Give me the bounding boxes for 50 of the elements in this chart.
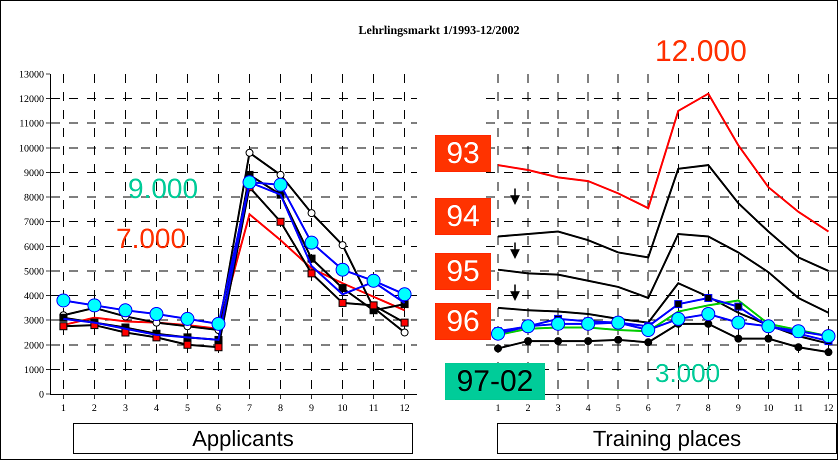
x-tick-label: 11 bbox=[368, 403, 378, 414]
text: Applicants bbox=[192, 426, 294, 451]
x-tick-label: 4 bbox=[154, 403, 159, 414]
chart-title: Lehrlingsmarkt 1/1993-12/2002 bbox=[358, 23, 520, 37]
x-tick-label: 1 bbox=[60, 403, 66, 414]
x-tick-label: 4 bbox=[586, 403, 591, 414]
y-tick-label: 4000 bbox=[24, 291, 44, 302]
y-tick-label: 5000 bbox=[24, 266, 44, 278]
x-tick-label: 10 bbox=[338, 403, 348, 414]
y-tick-label: 8000 bbox=[24, 192, 44, 204]
x-tick-label: 11 bbox=[794, 403, 804, 414]
text: 95 bbox=[446, 255, 480, 288]
x-tick-label: 6 bbox=[216, 403, 221, 414]
x-tick-label: 9 bbox=[736, 403, 741, 414]
text: Training places bbox=[592, 426, 742, 451]
x-tick-label: 5 bbox=[184, 403, 190, 414]
y-tick-label: 6000 bbox=[24, 242, 44, 253]
y-tick-label: 1000 bbox=[24, 364, 44, 376]
text: 96 bbox=[446, 305, 480, 338]
y-tick-label: 12000 bbox=[19, 94, 44, 106]
x-tick-label: 7 bbox=[247, 403, 252, 414]
text: 94 bbox=[446, 200, 480, 233]
x-tick-label: 1 bbox=[496, 403, 501, 414]
annotation: 7.000 bbox=[116, 223, 186, 254]
x-tick-label: 8 bbox=[278, 403, 284, 414]
annotation: 97-02 bbox=[456, 365, 534, 398]
text: 93 bbox=[446, 137, 480, 170]
x-tick-label: 2 bbox=[526, 403, 531, 414]
x-tick-label: 10 bbox=[763, 403, 774, 414]
x-tick-label: 8 bbox=[706, 403, 711, 414]
x-tick-label: 3 bbox=[556, 403, 561, 414]
y-tick-label: 9000 bbox=[24, 168, 44, 179]
x-tick-label: 6 bbox=[646, 403, 651, 414]
x-tick-label: 2 bbox=[92, 403, 97, 414]
text: 12.000 bbox=[655, 35, 747, 68]
x-tick-label: 7 bbox=[676, 403, 681, 414]
annotation: 9.000 bbox=[128, 173, 198, 204]
y-tick-label: 2000 bbox=[24, 340, 44, 352]
y-tick-label: 11000 bbox=[19, 118, 44, 130]
x-tick-label: 3 bbox=[122, 403, 128, 414]
y-tick-label: 0 bbox=[39, 390, 44, 400]
x-tick-label: 12 bbox=[400, 403, 410, 414]
x-tick-label: 5 bbox=[616, 403, 621, 414]
y-tick-label: 13000 bbox=[19, 70, 44, 80]
y-tick-label: 3000 bbox=[24, 316, 44, 327]
y-tick-label: 7000 bbox=[24, 217, 44, 228]
x-tick-label: 12 bbox=[823, 403, 834, 414]
annotation: 3.000 bbox=[655, 358, 720, 388]
x-tick-label: 9 bbox=[309, 403, 314, 414]
y-tick-label: 10000 bbox=[19, 143, 44, 154]
